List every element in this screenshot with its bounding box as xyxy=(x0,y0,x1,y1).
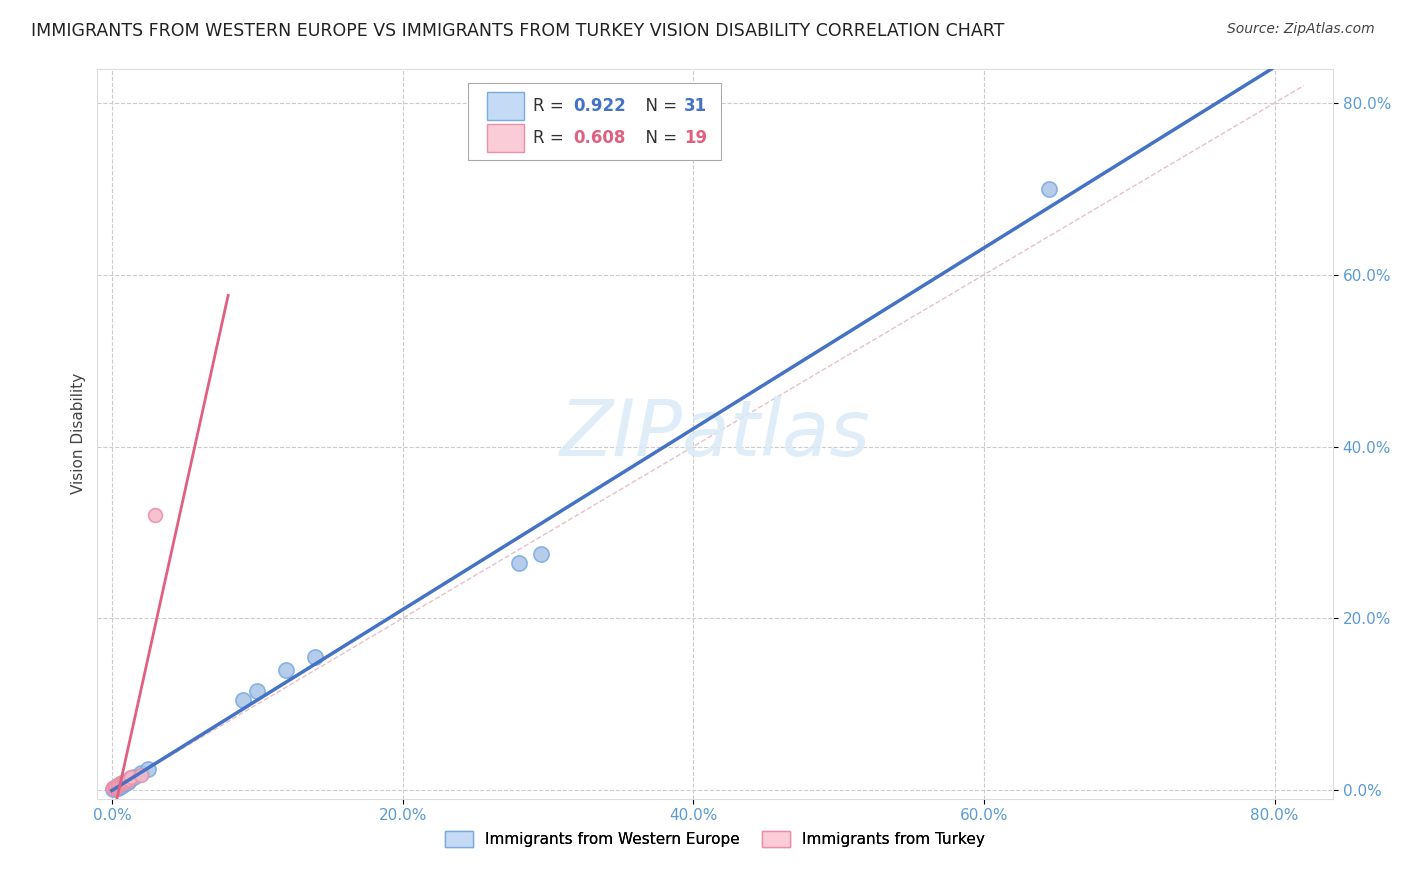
Text: 0.922: 0.922 xyxy=(574,96,626,115)
Text: Source: ZipAtlas.com: Source: ZipAtlas.com xyxy=(1227,22,1375,37)
Point xyxy=(103,781,125,796)
Text: 19: 19 xyxy=(685,128,707,147)
Point xyxy=(105,781,128,796)
Point xyxy=(105,779,128,793)
Y-axis label: Vision Disability: Vision Disability xyxy=(72,373,86,494)
Point xyxy=(108,778,131,792)
Point xyxy=(103,780,125,795)
Text: 0.608: 0.608 xyxy=(574,128,626,147)
Point xyxy=(115,773,138,788)
Legend: Immigrants from Western Europe, Immigrants from Turkey: Immigrants from Western Europe, Immigran… xyxy=(439,825,991,853)
Point xyxy=(120,770,142,784)
Point xyxy=(110,779,132,793)
Point xyxy=(114,774,136,789)
Point xyxy=(111,776,134,790)
Point xyxy=(117,774,139,789)
Point xyxy=(114,774,136,789)
Point xyxy=(107,780,129,795)
Point xyxy=(112,775,135,789)
Point xyxy=(129,766,152,780)
Point xyxy=(117,772,139,787)
Point xyxy=(111,778,134,792)
Text: 31: 31 xyxy=(685,96,707,115)
Point xyxy=(118,772,141,787)
Point xyxy=(136,762,159,776)
Point xyxy=(110,776,132,790)
Point xyxy=(107,779,129,793)
Point xyxy=(1038,182,1060,196)
Text: N =: N = xyxy=(634,96,682,115)
Point xyxy=(276,663,298,677)
Point xyxy=(246,684,269,698)
FancyBboxPatch shape xyxy=(486,92,523,120)
Point xyxy=(105,780,128,794)
Point xyxy=(111,776,134,790)
Text: ZIPatlas: ZIPatlas xyxy=(560,396,870,472)
Point xyxy=(120,771,142,785)
FancyBboxPatch shape xyxy=(486,124,523,152)
FancyBboxPatch shape xyxy=(468,83,721,160)
Point xyxy=(115,773,138,788)
Point xyxy=(115,775,138,789)
Point xyxy=(114,776,136,790)
Point xyxy=(104,780,127,795)
Point xyxy=(118,772,141,786)
Point xyxy=(104,780,127,794)
Text: R =: R = xyxy=(533,96,569,115)
Point xyxy=(122,770,145,784)
Point xyxy=(108,777,131,791)
Point xyxy=(103,782,125,797)
Point xyxy=(508,556,530,570)
Point xyxy=(108,780,131,794)
Point xyxy=(104,780,127,795)
Text: R =: R = xyxy=(533,128,569,147)
Text: N =: N = xyxy=(634,128,682,147)
Point xyxy=(129,768,152,782)
Point xyxy=(107,778,129,792)
Point xyxy=(112,777,135,791)
Point xyxy=(232,693,254,707)
Point xyxy=(107,779,129,793)
Point xyxy=(304,650,326,665)
Text: IMMIGRANTS FROM WESTERN EUROPE VS IMMIGRANTS FROM TURKEY VISION DISABILITY CORRE: IMMIGRANTS FROM WESTERN EUROPE VS IMMIGR… xyxy=(31,22,1004,40)
Point xyxy=(145,508,167,523)
Point xyxy=(530,547,553,561)
Point xyxy=(104,781,127,796)
Point xyxy=(105,780,128,794)
Point xyxy=(110,777,132,791)
